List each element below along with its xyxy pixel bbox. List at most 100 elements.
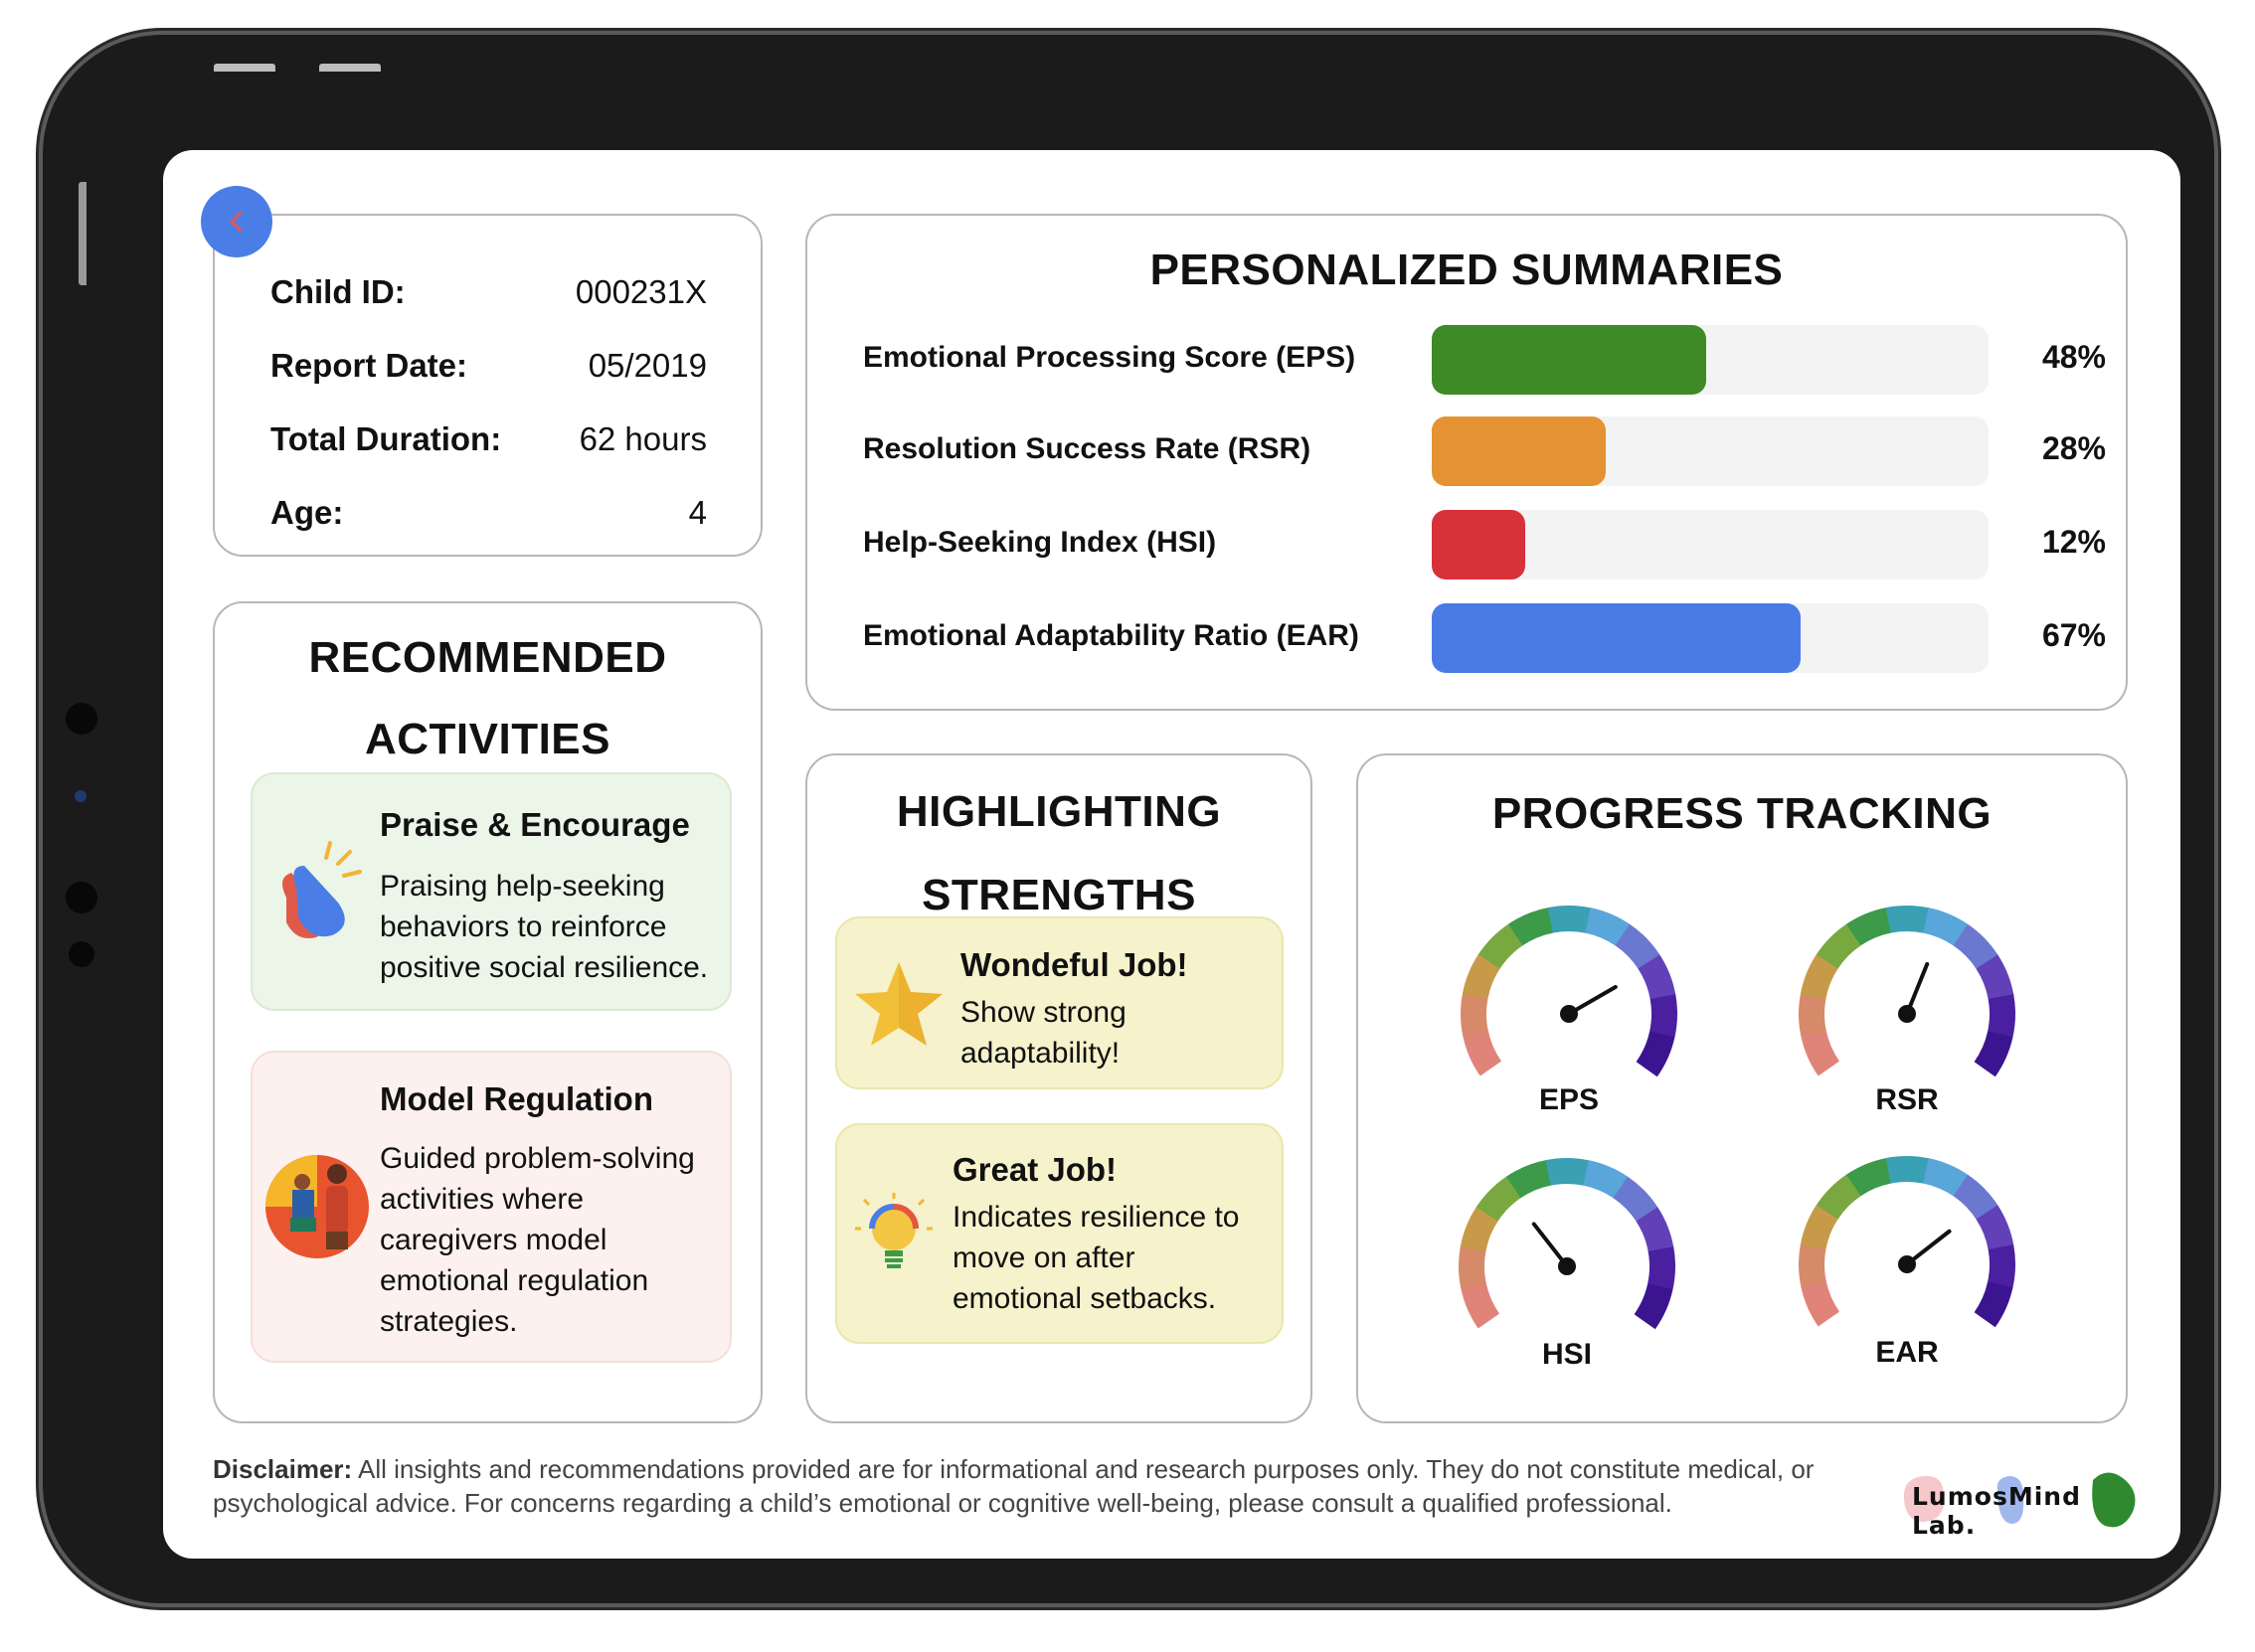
metric-bar-fill xyxy=(1432,510,1526,579)
strength-title: Great Job! xyxy=(953,1151,1118,1188)
gauge-arc-segment xyxy=(1461,1282,1500,1329)
gauge-arc-segment xyxy=(1953,1174,1998,1221)
gauge-arc-segment xyxy=(1545,1158,1590,1186)
gauge-arc-segment xyxy=(1475,1176,1522,1222)
metric-percent: 28% xyxy=(2041,430,2106,466)
clapping-hands-icon xyxy=(282,841,362,938)
gauge-arc-segment xyxy=(1800,1204,1839,1250)
gauge-arc-segment xyxy=(1845,907,1892,946)
gauge-arc-segment xyxy=(1974,1031,2013,1077)
gauge-arc-segment xyxy=(1816,1174,1862,1220)
recommended-activities-card: RECOMMENDED ACTIVITIES Praise & Encourag… xyxy=(213,601,763,1423)
metric-label: Emotional Processing Score (EPS) xyxy=(863,341,1356,374)
info-label: Age: xyxy=(270,494,344,531)
info-label: Report Date: xyxy=(270,347,468,384)
gauge-arc-segment xyxy=(1648,994,1677,1039)
gauge-dial xyxy=(1799,1156,2015,1328)
strengths-title-line1: HIGHLIGHTING xyxy=(896,787,1222,836)
camera-dot xyxy=(75,790,87,802)
metric-label: Help-Seeking Index (HSI) xyxy=(863,526,1217,559)
gauge-arc-segment xyxy=(1976,1205,2014,1251)
camera-dot xyxy=(66,703,97,735)
gauge-arc-segment xyxy=(1460,1206,1499,1252)
gauge-arc-segment xyxy=(1459,1245,1486,1290)
info-row-report-date: Report Date: 05/2019 xyxy=(270,329,707,403)
logo-blobs xyxy=(1903,1472,2136,1528)
gauge-label: HSI xyxy=(1541,1338,1592,1371)
gauge-arc-segment xyxy=(1953,923,1998,970)
metric-percent: 12% xyxy=(2041,524,2106,560)
gauge-arc-segment xyxy=(1477,923,1524,969)
gauge-arc-segment xyxy=(1987,994,2015,1039)
metric-bar-fill xyxy=(1432,416,1606,486)
metric-bar-track xyxy=(1432,325,1989,395)
gauge-arc-segment xyxy=(1547,906,1592,933)
gauge-dial xyxy=(1459,1158,1675,1330)
gauge-arc-segment xyxy=(1505,1159,1552,1199)
recommended-title-line1: RECOMMENDED xyxy=(308,633,667,682)
gauge-hub xyxy=(1560,1005,1578,1023)
summaries-title: PERSONALIZED SUMMARIES xyxy=(1149,246,1784,294)
metric-eps: Emotional Processing Score (EPS) 48% xyxy=(863,325,2106,395)
gauge-arc-segment xyxy=(1800,953,1839,1000)
tablet-frame: Child ID: 000231X Report Date: 05/2019 T… xyxy=(43,35,2214,1603)
metric-label: Resolution Success Rate (RSR) xyxy=(863,432,1311,465)
gauge-arc-segment xyxy=(1845,1157,1892,1197)
metric-bar-track xyxy=(1432,603,1989,673)
gauge-arc-segment xyxy=(1584,908,1631,946)
metric-bar-track xyxy=(1432,416,1989,486)
child-info-card: Child ID: 000231X Report Date: 05/2019 T… xyxy=(213,214,763,557)
gauge-hsi xyxy=(1448,1137,1686,1376)
gauge-hub xyxy=(1898,1005,1916,1023)
gauge-arc-segment xyxy=(1885,906,1930,933)
strengths-title-line2: STRENGTHS xyxy=(922,871,1196,919)
gauge-arc-segment xyxy=(1463,1030,1502,1076)
metric-bar-track xyxy=(1432,510,1989,579)
strength-description: Show strong adaptability! xyxy=(960,996,1127,1070)
logo-text: LumosMind Lab. xyxy=(1912,1482,2081,1540)
info-value: 62 hours xyxy=(579,420,707,457)
info-row-child-id: Child ID: 000231X xyxy=(270,255,707,329)
activity-praise-encourage[interactable]: Praise & Encourage Praising help-seeking… xyxy=(251,772,732,1011)
gauge-arc-segment xyxy=(1799,1243,1826,1288)
gauge-arc-segment xyxy=(1801,1030,1840,1076)
tablet-side-button xyxy=(79,182,87,285)
gauge-label: EAR xyxy=(1875,1336,1939,1369)
progress-tracking-card: PROGRESS TRACKING EPS RSR HSI EAR xyxy=(1356,753,2128,1423)
gauge-arc-segment xyxy=(1507,907,1554,946)
gauge-arc-segment xyxy=(1816,923,1862,969)
gauge-arc-segment xyxy=(1974,1281,2013,1328)
gauge-arc-segment xyxy=(1922,908,1969,946)
gauge-label: EPS xyxy=(1538,1083,1600,1116)
lightbulb-icon xyxy=(855,1193,933,1268)
metric-bar-fill xyxy=(1432,325,1706,395)
metric-rsr: Resolution Success Rate (RSR) 28% xyxy=(863,416,2106,486)
activity-model-regulation[interactable]: Model Regulation Guided problem-solving … xyxy=(251,1051,732,1363)
info-value: 4 xyxy=(688,494,707,531)
tablet-top-button xyxy=(214,64,275,72)
strength-item: Great Job! Indicates resilience to move … xyxy=(835,1123,1284,1344)
metric-percent: 48% xyxy=(2041,339,2106,375)
tablet-top-button xyxy=(319,64,381,72)
gauge-arc-segment xyxy=(1976,954,2014,1001)
info-row-age: Age: 4 xyxy=(270,476,707,550)
gauge-label: RSR xyxy=(1875,1083,1939,1116)
info-value: 05/2019 xyxy=(588,347,707,384)
metric-label: Emotional Adaptability Ratio (EAR) xyxy=(863,619,1359,652)
activity-title: Praise & Encourage xyxy=(380,806,690,843)
gauge-arc-segment xyxy=(1987,1244,2015,1289)
gauge-needle xyxy=(1905,961,1930,1016)
activity-description: Guided problem-solving activities where … xyxy=(380,1142,695,1338)
gauge-rsr xyxy=(1788,885,2026,1123)
strength-title: Wondeful Job! xyxy=(960,946,1188,983)
metric-ear: Emotional Adaptability Ratio (EAR) 67% xyxy=(863,603,2106,673)
gauge-arc-segment xyxy=(1636,1207,1674,1253)
gauge-arc-segment xyxy=(1615,923,1660,970)
info-row-total-duration: Total Duration: 62 hours xyxy=(270,403,707,476)
info-label: Child ID: xyxy=(270,273,406,310)
recommended-title-line2: ACTIVITIES xyxy=(364,715,611,763)
gauge-arc-segment xyxy=(1799,993,1826,1038)
camera-dot xyxy=(69,941,94,967)
lumosmind-logo: LumosMind Lab. xyxy=(1898,1460,2147,1540)
back-button[interactable] xyxy=(201,186,272,257)
